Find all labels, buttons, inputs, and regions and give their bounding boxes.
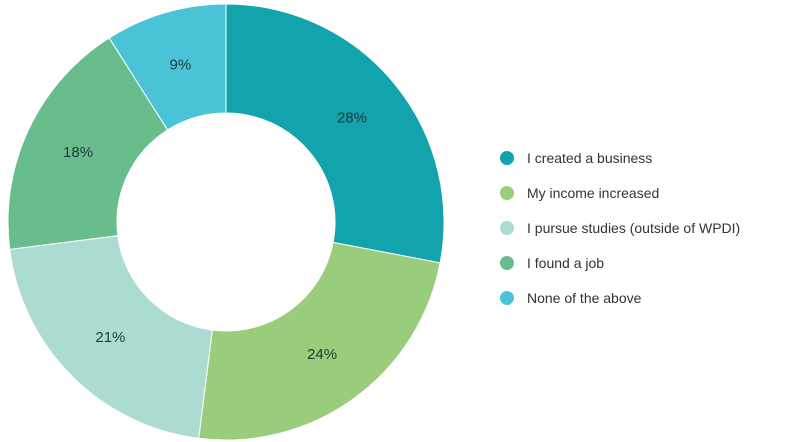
legend: I created a business My income increased I…: [500, 150, 740, 306]
legend-label-3: I pursue studies (outside of WPDI): [527, 220, 740, 236]
legend-label-2: My income increased: [527, 185, 659, 201]
donut-slice-2: [198, 241, 441, 441]
legend-swatch-5: [500, 291, 514, 305]
legend-label-4: I found a job: [527, 255, 604, 271]
legend-swatch-1: [500, 151, 514, 165]
donut-slice-5: [108, 3, 227, 131]
slice-label-5: 9%: [170, 56, 192, 73]
donut-slice-4: [7, 37, 169, 250]
slice-label-2: 24%: [307, 346, 337, 363]
slice-label-4: 18%: [63, 144, 93, 161]
donut-slices: [7, 3, 445, 441]
slice-label-3: 21%: [95, 329, 125, 346]
slice-label-1: 28%: [337, 109, 367, 126]
legend-label-5: None of the above: [527, 290, 642, 306]
donut-slice-1: [225, 3, 445, 264]
slice-labels: 28% 24% 21% 18% 9%: [63, 56, 367, 362]
legend-swatch-4: [500, 256, 514, 270]
legend-swatch-3: [500, 221, 514, 235]
legend-swatch-2: [500, 186, 514, 200]
donut-slice-3: [9, 235, 213, 439]
legend-label-1: I created a business: [527, 150, 652, 166]
